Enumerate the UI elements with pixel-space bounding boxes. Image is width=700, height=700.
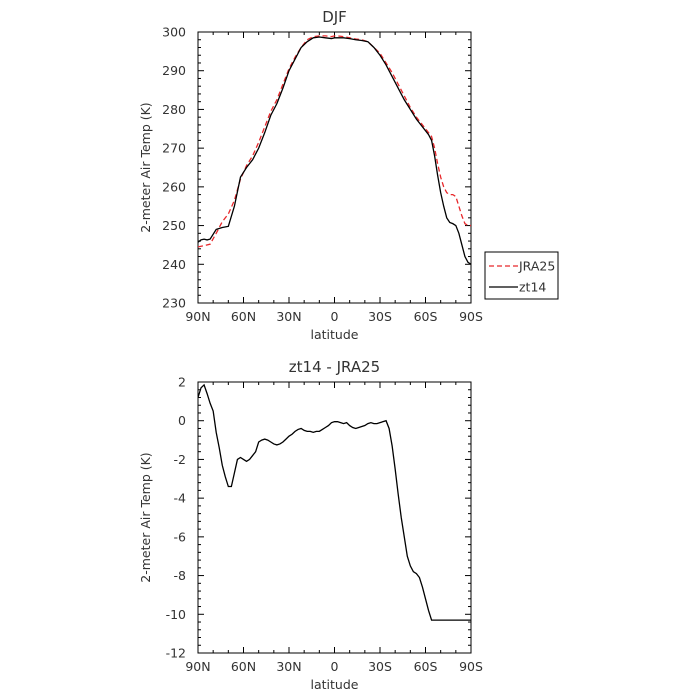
x-axis-label: latitude: [311, 327, 359, 342]
y-tick-label: 280: [162, 102, 186, 117]
legend-label-jra25: JRA25: [518, 259, 555, 274]
y-tick-label: 230: [162, 296, 186, 311]
series-line-jra25: [198, 35, 471, 248]
x-tick-label: 60N: [231, 309, 256, 324]
y-tick-label: 2: [178, 375, 186, 390]
y-tick-label: 0: [178, 413, 186, 428]
y-tick-label: 270: [162, 141, 186, 156]
x-tick-label: 0: [331, 659, 339, 674]
y-tick-label: 300: [162, 25, 186, 40]
legend-label-zt14: zt14: [519, 280, 546, 295]
y-tick-label: -8: [174, 568, 187, 583]
plot-frame: [197, 381, 472, 654]
x-tick-label: 60N: [231, 659, 256, 674]
y-tick-label: 250: [162, 218, 186, 233]
y-tick-label: 240: [162, 257, 186, 272]
x-tick-label: 60S: [414, 309, 438, 324]
x-tick-label: 30N: [276, 309, 301, 324]
x-tick-label: 30S: [368, 309, 392, 324]
x-axis-label: latitude: [311, 677, 359, 692]
x-tick-label: 90N: [185, 659, 210, 674]
y-axis-label: 2-meter Air Temp (K): [138, 102, 153, 232]
series-line-difference: [198, 383, 471, 621]
chart-1: DJF 90N 60N 30N 0 30S 60S 90S 230 240 250 260 270 280…: [138, 8, 559, 342]
legend-box: [484, 251, 559, 300]
y-tick-label: -4: [174, 491, 187, 506]
plot-frame: [197, 31, 472, 304]
legend: JRA25 zt14: [484, 251, 559, 300]
y-axis-label: 2-meter Air Temp (K): [138, 452, 153, 582]
x-tick-label: 90N: [185, 309, 210, 324]
y-tick-label: 290: [162, 63, 186, 78]
x-tick-label: 90S: [459, 309, 483, 324]
x-tick-label: 30S: [368, 659, 392, 674]
y-tick-label: -10: [166, 607, 186, 622]
y-tick-label: -6: [174, 529, 187, 544]
chart-title: DJF: [322, 8, 347, 26]
x-tick-label: 30N: [276, 659, 301, 674]
x-tick-label: 0: [331, 309, 339, 324]
y-tick-label: -2: [174, 452, 186, 467]
y-tick-label: -12: [166, 646, 186, 661]
x-tick-label: 60S: [414, 659, 438, 674]
x-tick-label: 90S: [459, 659, 483, 674]
chart-title: zt14 - JRA25: [289, 358, 380, 376]
y-tick-label: 260: [162, 179, 186, 194]
series-line-zt14: [198, 36, 471, 265]
chart-2: zt14 - JRA25 90N 60N 30N 0 30S 60S 90S -12 -10 -8 -…: [138, 358, 483, 692]
